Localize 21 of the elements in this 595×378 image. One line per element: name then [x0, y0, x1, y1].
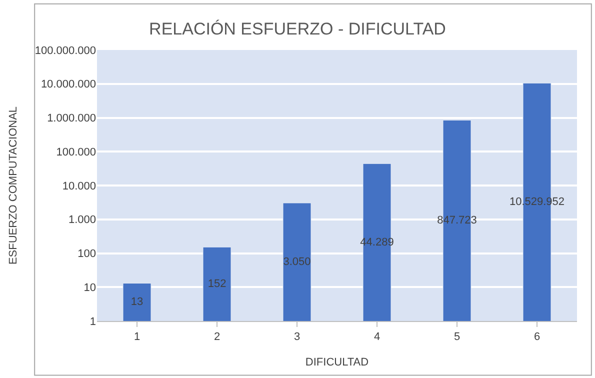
y-tick-label: 1.000.000: [47, 112, 96, 125]
data-label: 3.050: [283, 256, 311, 268]
x-tick-label: 4: [374, 331, 380, 344]
x-tick-label: 1: [134, 331, 140, 344]
x-tick-label: 2: [214, 331, 220, 344]
y-tick-label: 10.000.000: [40, 78, 96, 91]
x-tick-label: 3: [294, 331, 300, 344]
x-axis-title: DIFICULTAD: [305, 356, 369, 368]
chart-title: RELACIÓN ESFUERZO - DIFICULTAD: [149, 20, 446, 39]
y-tick-label: 10: [84, 282, 96, 294]
y-tick-label: 10.000: [62, 180, 96, 192]
y-tick-label: 1.000: [68, 214, 96, 226]
data-label: 13: [130, 296, 144, 308]
y-tick-label: 100.000.000: [34, 44, 96, 57]
x-tick-label: 6: [534, 331, 540, 344]
y-axis-title: ESFUERZO COMPUTACIONAL: [7, 106, 20, 265]
data-label: 152: [208, 278, 226, 290]
x-tick-label: 5: [454, 331, 460, 344]
y-tick-label: 100.000: [56, 146, 96, 158]
y-tick-label: 100: [78, 248, 96, 260]
y-tick-label: 1: [90, 316, 96, 328]
